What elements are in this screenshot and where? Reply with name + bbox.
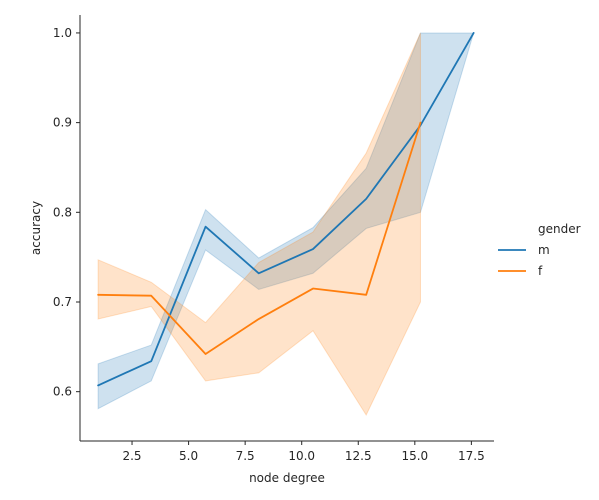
y-ticks: 0.6 0.7 0.8 0.9 1.0 <box>53 26 80 399</box>
legend-label-m: m <box>538 243 550 257</box>
legend-label-f: f <box>538 264 543 278</box>
x-tick-label: 15.0 <box>401 449 428 463</box>
x-tick-label: 10.0 <box>288 449 315 463</box>
series-lines <box>97 32 475 387</box>
x-tick-label: 12.5 <box>345 449 372 463</box>
x-tick-label: 7.5 <box>236 449 255 463</box>
ci-band-m <box>97 32 475 410</box>
y-tick-label: 1.0 <box>53 26 72 40</box>
series-line-m <box>97 32 475 387</box>
y-tick-label: 0.6 <box>53 385 72 399</box>
legend: gender mf <box>498 222 581 278</box>
x-tick-label: 17.5 <box>458 449 485 463</box>
series-line-f <box>97 121 422 355</box>
y-tick-label: 0.7 <box>53 295 72 309</box>
x-ticks: 2.5 5.0 7.5 10.0 12.5 15.0 17.5 <box>122 441 485 463</box>
y-tick-label: 0.9 <box>53 116 72 130</box>
y-axis-label: accuracy <box>29 201 43 255</box>
legend-title: gender <box>538 222 581 236</box>
x-axis-label: node degree <box>249 471 325 485</box>
x-tick-label: 5.0 <box>179 449 198 463</box>
y-tick-label: 0.8 <box>53 205 72 219</box>
confidence-bands <box>97 32 475 417</box>
axes <box>79 15 494 442</box>
x-tick-label: 2.5 <box>122 449 141 463</box>
ci-band-f <box>97 32 421 417</box>
